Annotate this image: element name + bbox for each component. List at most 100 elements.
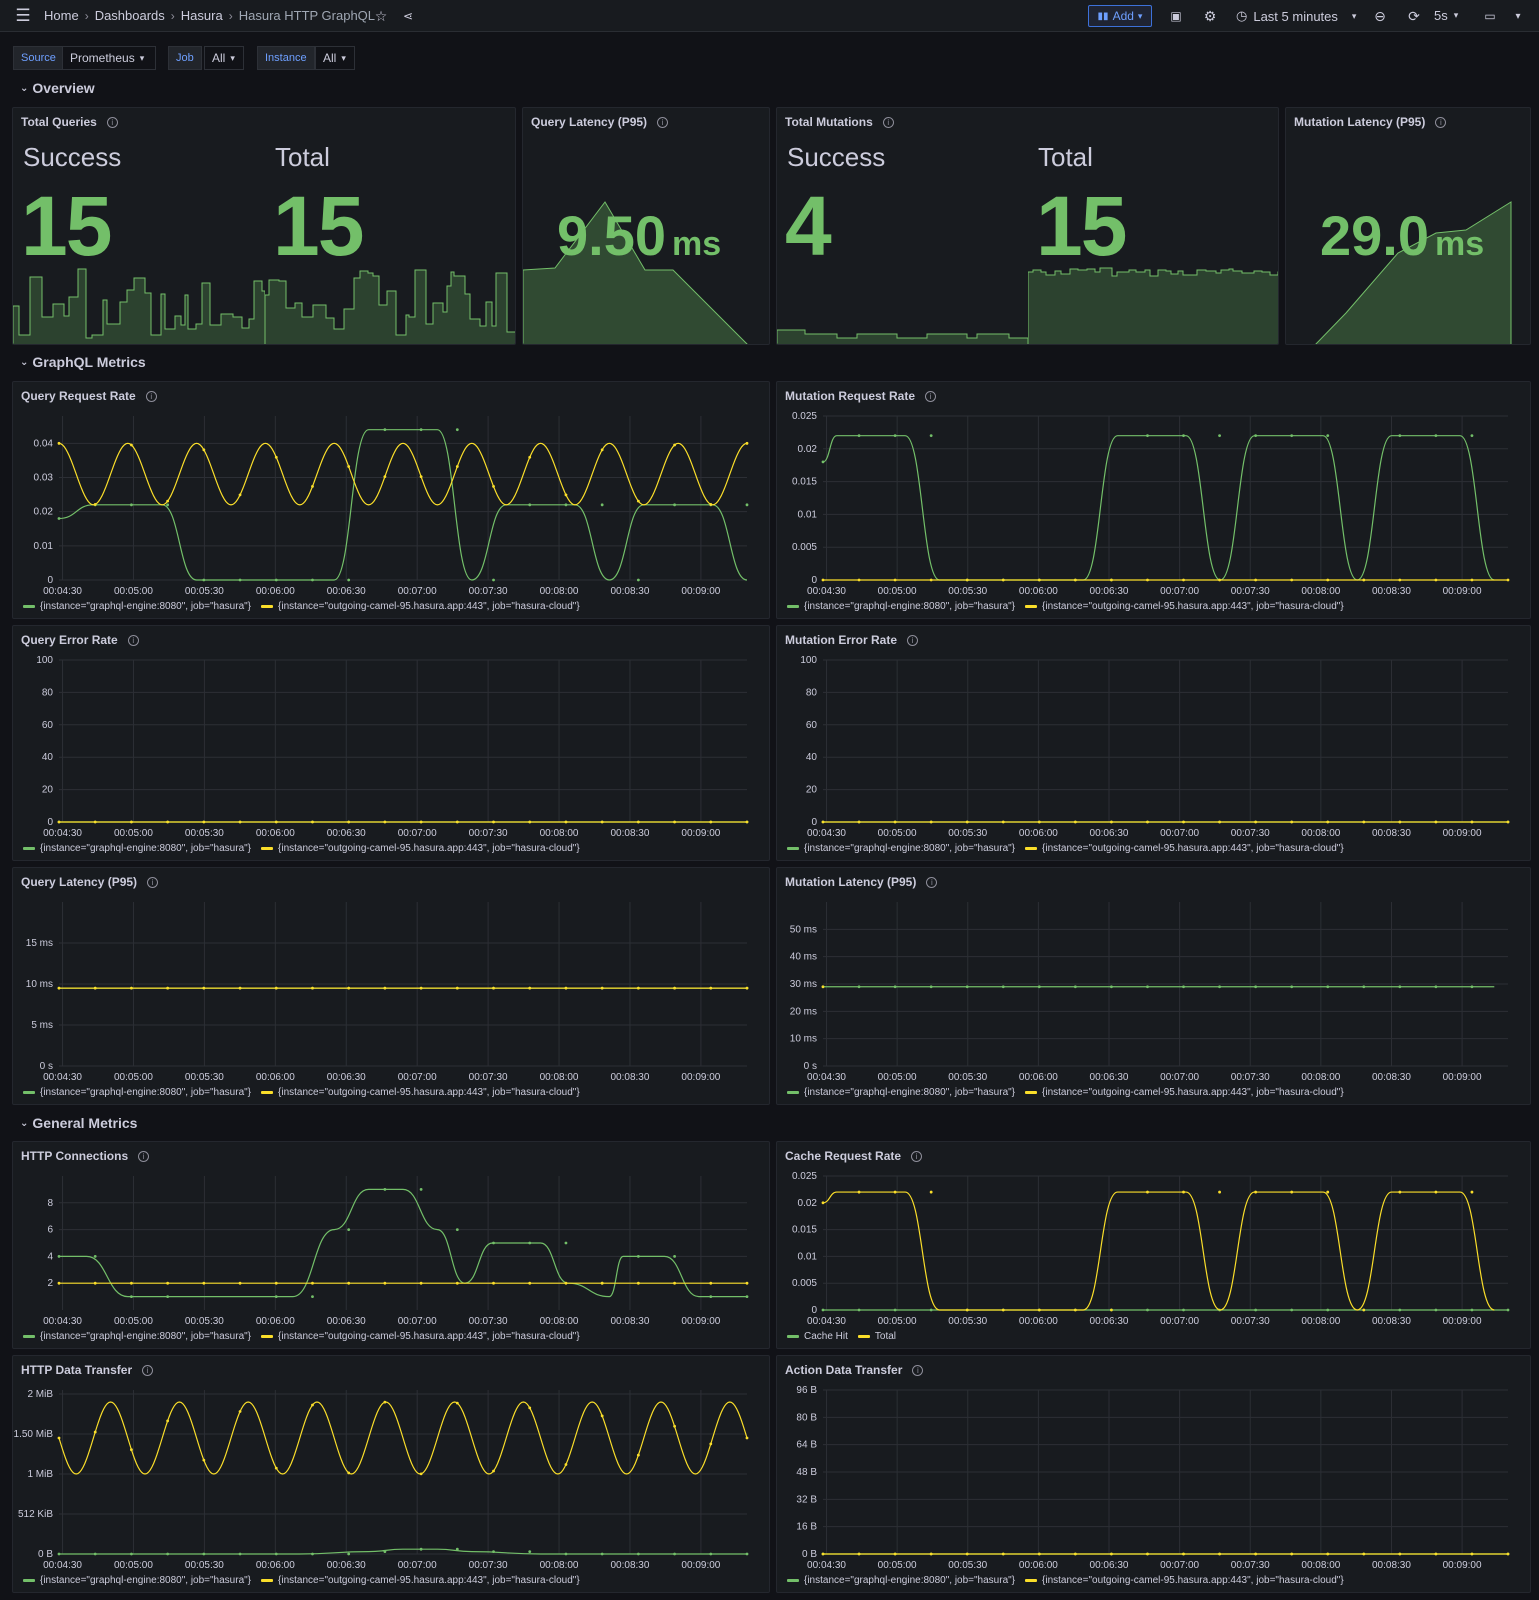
legend-item[interactable]: {instance="graphql-engine:8080", job="ha… [787,601,1015,612]
sparkline-mutation-success [777,329,1028,344]
chart-legend: Cache Hit Total [787,1331,896,1342]
data-point [492,1550,495,1553]
legend-label: {instance="outgoing-camel-95.hasura.app:… [278,601,580,612]
time-range-picker[interactable]: ◷ Last 5 minutes ▾ [1236,8,1356,24]
panel-mutation-latency[interactable]: 0 s 10 ms 20 ms 30 ms 40 ms 50 ms 00:04:30 00:0… [776,867,1531,1105]
row-header-general-metrics[interactable]: ⌄ General Metrics [20,1115,137,1131]
panel-title: Query Error Rate i [21,633,139,647]
add-button[interactable]: ▮▮ Add ▾ [1088,5,1152,27]
x-tick-label: 00:08:00 [1301,1560,1340,1571]
x-tick-label: 00:05:00 [878,586,917,597]
legend-item[interactable]: {instance="outgoing-camel-95.hasura.app:… [1025,1087,1344,1098]
legend-item[interactable]: {instance="graphql-engine:8080", job="ha… [787,843,1015,854]
variable-select-instance[interactable]: All ▾ [315,46,355,70]
legend-item[interactable]: Total [857,1331,896,1342]
data-point [564,1552,568,1556]
panel-total-mutations[interactable]: Total Mutations i Success 4 Total 15 [776,107,1279,345]
panel-http-data-transfer[interactable]: 0 B 512 KiB 1 MiB 1.50 MiB 2 MiB 00:04:30 00:0… [12,1355,770,1593]
legend-item[interactable]: {instance="outgoing-camel-95.hasura.app:… [261,1331,580,1342]
data-point [709,1442,713,1446]
x-tick-label: 00:07:00 [398,1316,437,1327]
star-icon[interactable]: ☆ [374,7,388,24]
legend-item[interactable]: {instance="graphql-engine:8080", job="ha… [787,1575,1015,1586]
y-tick-label: 100 [36,655,53,666]
legend-swatch [787,1335,799,1338]
variable-select-source[interactable]: Prometheus ▾ [62,46,156,70]
info-icon[interactable]: i [145,390,157,402]
zoom-out-icon[interactable]: ⊖ [1374,7,1386,24]
share-icon[interactable]: ⋖ [402,9,414,23]
info-icon[interactable]: i [657,116,669,128]
legend-item[interactable]: {instance="outgoing-camel-95.hasura.app:… [1025,843,1344,854]
info-icon[interactable]: i [127,634,139,646]
info-icon[interactable]: i [106,116,118,128]
info-icon[interactable]: i [147,876,159,888]
breadcrumb-dashboards[interactable]: Dashboards [94,8,165,23]
legend-item[interactable]: {instance="graphql-engine:8080", job="ha… [23,1331,251,1342]
data-point [600,1414,604,1418]
info-icon[interactable]: i [138,1150,150,1162]
panel-query-error-rate[interactable]: 0 20 40 60 80 100 00:04:30 00:05:00 00:05:30 00:0… [12,625,770,861]
info-icon[interactable]: i [926,876,938,888]
panel-http-connections[interactable]: 2 4 6 8 00:04:30 00:05:00 00:05:30 00:06:00 00:0… [12,1141,770,1349]
legend-item[interactable]: {instance="outgoing-camel-95.hasura.app:… [261,1087,580,1098]
info-icon[interactable]: i [907,634,919,646]
chevron-down-icon[interactable]: ▾ [1515,10,1521,22]
legend-item[interactable]: {instance="outgoing-camel-95.hasura.app:… [1025,1575,1344,1586]
legend-item[interactable]: {instance="outgoing-camel-95.hasura.app:… [261,843,580,854]
variable-select-job[interactable]: All ▾ [204,46,244,70]
panel-total-queries[interactable]: Total Queries i Success 15 Total 15 [12,107,516,345]
legend-item[interactable]: {instance="outgoing-camel-95.hasura.app:… [261,1575,580,1586]
y-tick-label: 0.02 [34,507,54,518]
stat-value-mutation-latency: 29.0 ms [1320,208,1484,264]
legend-item[interactable]: Cache Hit [787,1331,848,1342]
save-icon[interactable]: ▣ [1170,9,1182,23]
info-icon[interactable]: i [1435,116,1447,128]
legend-item[interactable]: {instance="graphql-engine:8080", job="ha… [23,601,251,612]
panel-mutation-error-rate[interactable]: 0 20 40 60 80 100 00:04:30 00:05:00 00:05:30 00:0… [776,625,1531,861]
data-point [1218,578,1221,582]
panel-mutation-request-rate[interactable]: 0 0.005 0.01 0.015 0.02 0.025 00:04:30 00:05:00… [776,381,1531,619]
refresh-interval-picker[interactable]: 5s ▾ [1434,8,1458,23]
info-icon[interactable]: i [882,116,894,128]
chart-legend: {instance="graphql-engine:8080", job="ha… [23,843,580,854]
row-header-graphql-metrics[interactable]: ⌄ GraphQL Metrics [20,354,146,370]
legend-label: {instance="outgoing-camel-95.hasura.app:… [1042,1575,1344,1586]
panel-cache-request-rate[interactable]: 0 0.005 0.01 0.015 0.02 0.025 00:04:30 00:05:00… [776,1141,1531,1349]
panel-action-data-transfer[interactable]: 0 B 16 B 32 B 48 B 64 B 80 B 96 B 00:04:30 00:05… [776,1355,1531,1593]
data-point [1506,1308,1510,1312]
x-tick-label: 00:09:00 [681,828,720,839]
chart-legend: {instance="graphql-engine:8080", job="ha… [787,1575,1344,1586]
data-point [57,517,61,520]
panel-query-latency[interactable]: 0 s 5 ms 10 ms 15 ms 00:04:30 00:05:00 00:05:3… [12,867,770,1105]
tv-mode-icon[interactable]: ▭ [1484,9,1496,23]
row-header-overview[interactable]: ⌄ Overview [20,80,95,96]
legend-item[interactable]: {instance="graphql-engine:8080", job="ha… [23,1087,251,1098]
x-tick-label: 00:09:00 [681,1072,720,1083]
menu-icon[interactable]: ☰ [15,6,31,25]
info-icon[interactable]: i [911,1150,923,1162]
refresh-icon[interactable]: ⟳ [1408,7,1420,24]
breadcrumb-home[interactable]: Home [44,8,79,23]
data-point [455,1228,459,1231]
x-tick-label: 00:07:30 [1231,828,1270,839]
info-icon[interactable]: i [912,1364,924,1376]
y-tick-label: 0.01 [798,509,818,520]
legend-item[interactable]: {instance="graphql-engine:8080", job="ha… [787,1087,1015,1098]
legend-item[interactable]: {instance="outgoing-camel-95.hasura.app:… [1025,601,1344,612]
legend-item[interactable]: {instance="graphql-engine:8080", job="ha… [23,843,251,854]
breadcrumb-folder[interactable]: Hasura [180,8,223,23]
data-point [1073,578,1077,582]
legend-item[interactable]: {instance="graphql-engine:8080", job="ha… [23,1575,251,1586]
data-point [202,578,206,582]
panel-mutation-latency-stat[interactable]: Mutation Latency (P95) i 29.0 ms [1285,107,1531,345]
data-point [600,1281,604,1285]
chart-svg: 0 20 40 60 80 100 00:04:30 00:05:00 00:05:30 00:0… [36,655,749,839]
legend-item[interactable]: {instance="outgoing-camel-95.hasura.app:… [261,601,580,612]
panel-query-latency-stat[interactable]: Query Latency (P95) i 9.50 ms [522,107,770,345]
legend-label: Cache Hit [804,1331,848,1342]
info-icon[interactable]: i [925,390,937,402]
panel-query-request-rate[interactable]: 0 0.01 0.02 0.03 0.04 00:04:30 00:05:00 00:05:3… [12,381,770,619]
gear-icon[interactable]: ⚙ [1203,7,1217,24]
info-icon[interactable]: i [142,1364,154,1376]
